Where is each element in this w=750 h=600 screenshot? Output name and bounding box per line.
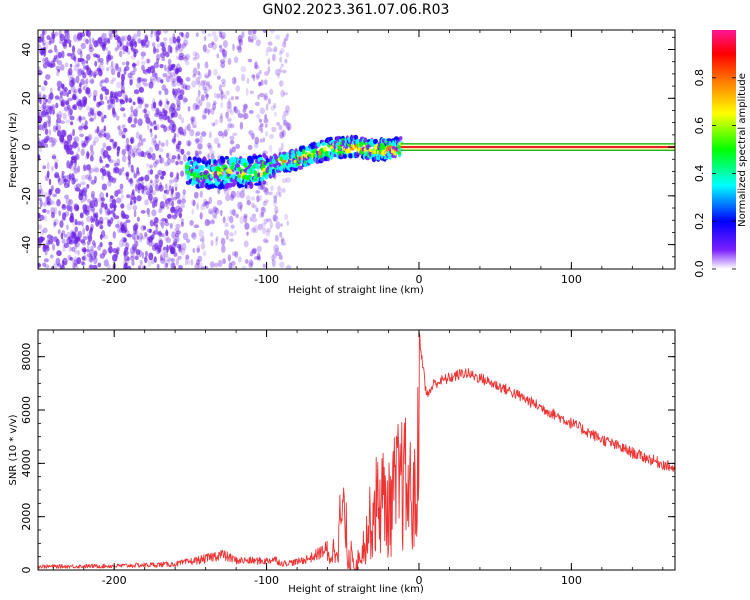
- spectrogram-x-tick-label: -200: [102, 273, 127, 286]
- snr-x-tick-label: -100: [254, 574, 279, 587]
- spectrogram-noise-speckles: [38, 30, 292, 269]
- colorbar-tick-label: 0.8: [693, 69, 706, 87]
- spectrogram-y-tick-label: 20: [20, 91, 33, 105]
- snr-y-tick-label: 4000: [20, 449, 33, 477]
- colorbar-tick-label: 0.2: [693, 212, 706, 230]
- snr-y-tick-label: 6000: [20, 396, 33, 424]
- colorbar-tick-label: 0.4: [693, 165, 706, 183]
- spectrogram-y-axis-label: Frequency (Hz): [8, 112, 19, 188]
- spectrogram-x-tick-label: -100: [254, 273, 279, 286]
- snr-series-line: [38, 332, 675, 570]
- spectrogram-x-tick-label: 100: [561, 273, 582, 286]
- spectrogram-plot-area: [38, 30, 675, 269]
- snr-plot-area: [38, 332, 675, 570]
- snr-y-tick-label: 8000: [20, 343, 33, 371]
- spectrogram-x-axis-label: Height of straight line (km): [288, 285, 424, 296]
- snr-x-tick-label: 0: [415, 574, 422, 587]
- spectrogram-signal-ridge: [184, 134, 404, 191]
- spectrogram-frame: [37, 29, 676, 270]
- snr-x-tick-label: -200: [102, 574, 127, 587]
- spectrogram-y-tick-label: 40: [20, 43, 33, 57]
- colorbar-ticks: 0.0 0.2 0.4 0.6 0.8: [693, 69, 736, 278]
- spectrogram-y-tick-label: -40: [20, 236, 33, 254]
- snr-y-tick-label: 2000: [20, 503, 33, 531]
- chart-title: GN02.2023.361.07.06.R03: [263, 2, 450, 18]
- snr-x-axis-label: Height of straight line (km): [288, 584, 424, 595]
- colorbar-label: Normalized spectral amplitude: [737, 73, 748, 227]
- colorbar-gradient: [712, 30, 736, 269]
- colorbar: 0.0 0.2 0.4 0.6 0.8 Normalized spectral ampl…: [693, 30, 748, 278]
- snr-frame: [37, 329, 676, 571]
- snr-y-tick-label: 0: [20, 567, 33, 574]
- spectrogram-y-tick-label: 0: [20, 144, 33, 151]
- colorbar-tick-label: 0.6: [693, 117, 706, 135]
- spectrogram-y-tick-label: -20: [20, 187, 33, 205]
- spectrogram-x-tick-label: 0: [415, 273, 422, 286]
- snr-y-axis-label: SNR (10 * v/v): [8, 414, 19, 485]
- colorbar-tick-label: 0.0: [693, 260, 706, 278]
- snr-x-tick-label: 100: [561, 574, 582, 587]
